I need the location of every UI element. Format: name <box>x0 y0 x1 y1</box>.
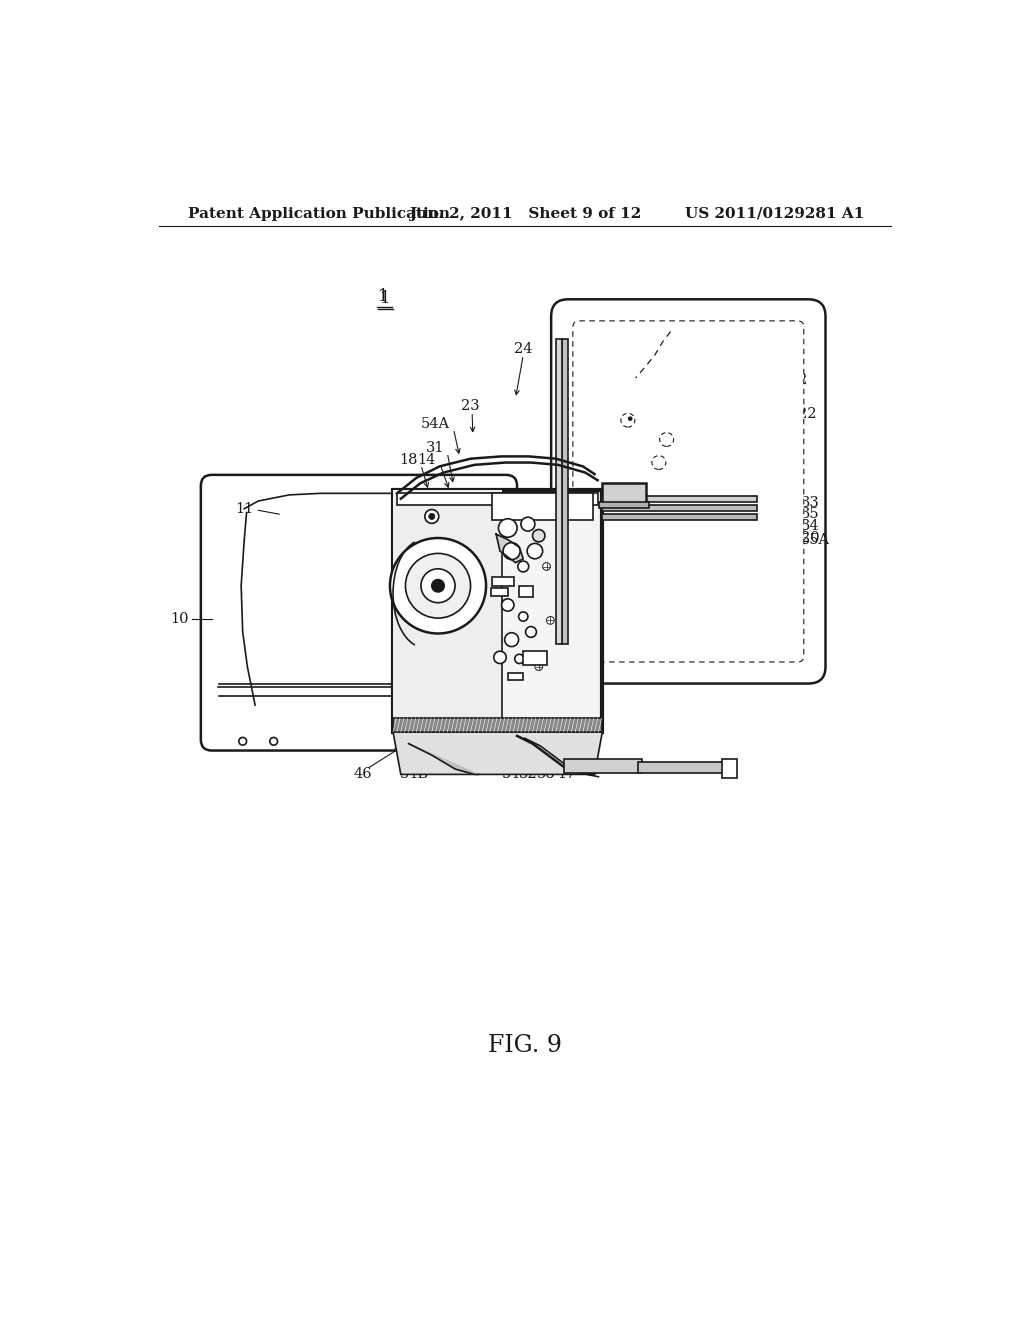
Bar <box>397 494 598 506</box>
Circle shape <box>239 738 247 744</box>
Bar <box>722 759 737 779</box>
Text: 54B: 54B <box>400 767 429 781</box>
Polygon shape <box>496 535 523 562</box>
FancyBboxPatch shape <box>201 475 517 751</box>
Text: 35: 35 <box>801 507 819 521</box>
Bar <box>564 759 642 774</box>
Circle shape <box>505 632 518 647</box>
Circle shape <box>270 738 278 744</box>
Bar <box>508 673 523 681</box>
Text: 31: 31 <box>426 441 444 455</box>
Text: 46: 46 <box>353 767 372 781</box>
Circle shape <box>532 529 545 543</box>
Text: 58: 58 <box>538 767 556 781</box>
Text: 1: 1 <box>379 288 389 305</box>
Circle shape <box>518 561 528 572</box>
Text: 54A: 54A <box>421 417 450 432</box>
Text: 10: 10 <box>170 612 188 626</box>
Bar <box>493 577 514 586</box>
Bar <box>216 729 502 735</box>
Circle shape <box>494 651 506 664</box>
Text: 21: 21 <box>675 327 693 341</box>
Text: 22: 22 <box>799 407 817 421</box>
Bar <box>393 718 602 733</box>
Polygon shape <box>393 733 602 775</box>
Circle shape <box>432 579 444 591</box>
Circle shape <box>535 663 543 671</box>
Bar <box>602 496 758 502</box>
Polygon shape <box>409 743 478 775</box>
Text: Jun. 2, 2011   Sheet 9 of 12: Jun. 2, 2011 Sheet 9 of 12 <box>409 207 641 220</box>
Text: 32: 32 <box>518 767 538 781</box>
Circle shape <box>659 433 674 446</box>
Bar <box>556 339 562 644</box>
Text: 23: 23 <box>461 400 480 413</box>
Bar <box>393 490 602 733</box>
Circle shape <box>429 513 435 520</box>
Bar <box>562 339 568 644</box>
Text: 33: 33 <box>801 495 819 510</box>
Text: 34: 34 <box>801 520 819 533</box>
Circle shape <box>425 510 438 524</box>
Text: 17: 17 <box>557 767 575 781</box>
Text: 1: 1 <box>380 290 390 308</box>
Bar <box>638 762 723 774</box>
Circle shape <box>518 612 528 622</box>
Circle shape <box>503 543 520 560</box>
Text: 2: 2 <box>799 374 808 387</box>
Circle shape <box>499 519 517 537</box>
Circle shape <box>390 539 486 634</box>
Circle shape <box>515 655 524 664</box>
Bar <box>602 506 758 511</box>
Bar <box>599 502 649 508</box>
Circle shape <box>421 569 455 603</box>
Circle shape <box>621 413 635 428</box>
Circle shape <box>628 416 633 421</box>
Circle shape <box>527 544 543 558</box>
Text: FIG. 9: FIG. 9 <box>487 1034 562 1057</box>
Text: 55A: 55A <box>801 532 829 546</box>
Text: 20: 20 <box>801 531 819 545</box>
Bar <box>602 483 646 506</box>
Circle shape <box>543 562 550 570</box>
Bar <box>493 494 593 520</box>
Text: 18: 18 <box>399 453 418 467</box>
Circle shape <box>652 455 666 470</box>
Circle shape <box>547 616 554 624</box>
Circle shape <box>521 517 535 531</box>
Text: Patent Application Publication: Patent Application Publication <box>188 207 451 220</box>
Circle shape <box>525 627 537 638</box>
Bar <box>519 586 534 597</box>
Text: 54: 54 <box>502 767 520 781</box>
Text: US 2011/0129281 A1: US 2011/0129281 A1 <box>685 207 864 220</box>
Circle shape <box>406 553 471 618</box>
Text: 11: 11 <box>236 502 254 516</box>
Bar <box>490 589 508 595</box>
Bar <box>602 515 758 520</box>
Text: 14: 14 <box>418 453 435 467</box>
FancyBboxPatch shape <box>551 300 825 684</box>
Bar <box>393 490 502 733</box>
FancyBboxPatch shape <box>572 321 804 663</box>
Circle shape <box>502 599 514 611</box>
Bar <box>523 651 547 665</box>
Text: 24: 24 <box>514 342 532 356</box>
